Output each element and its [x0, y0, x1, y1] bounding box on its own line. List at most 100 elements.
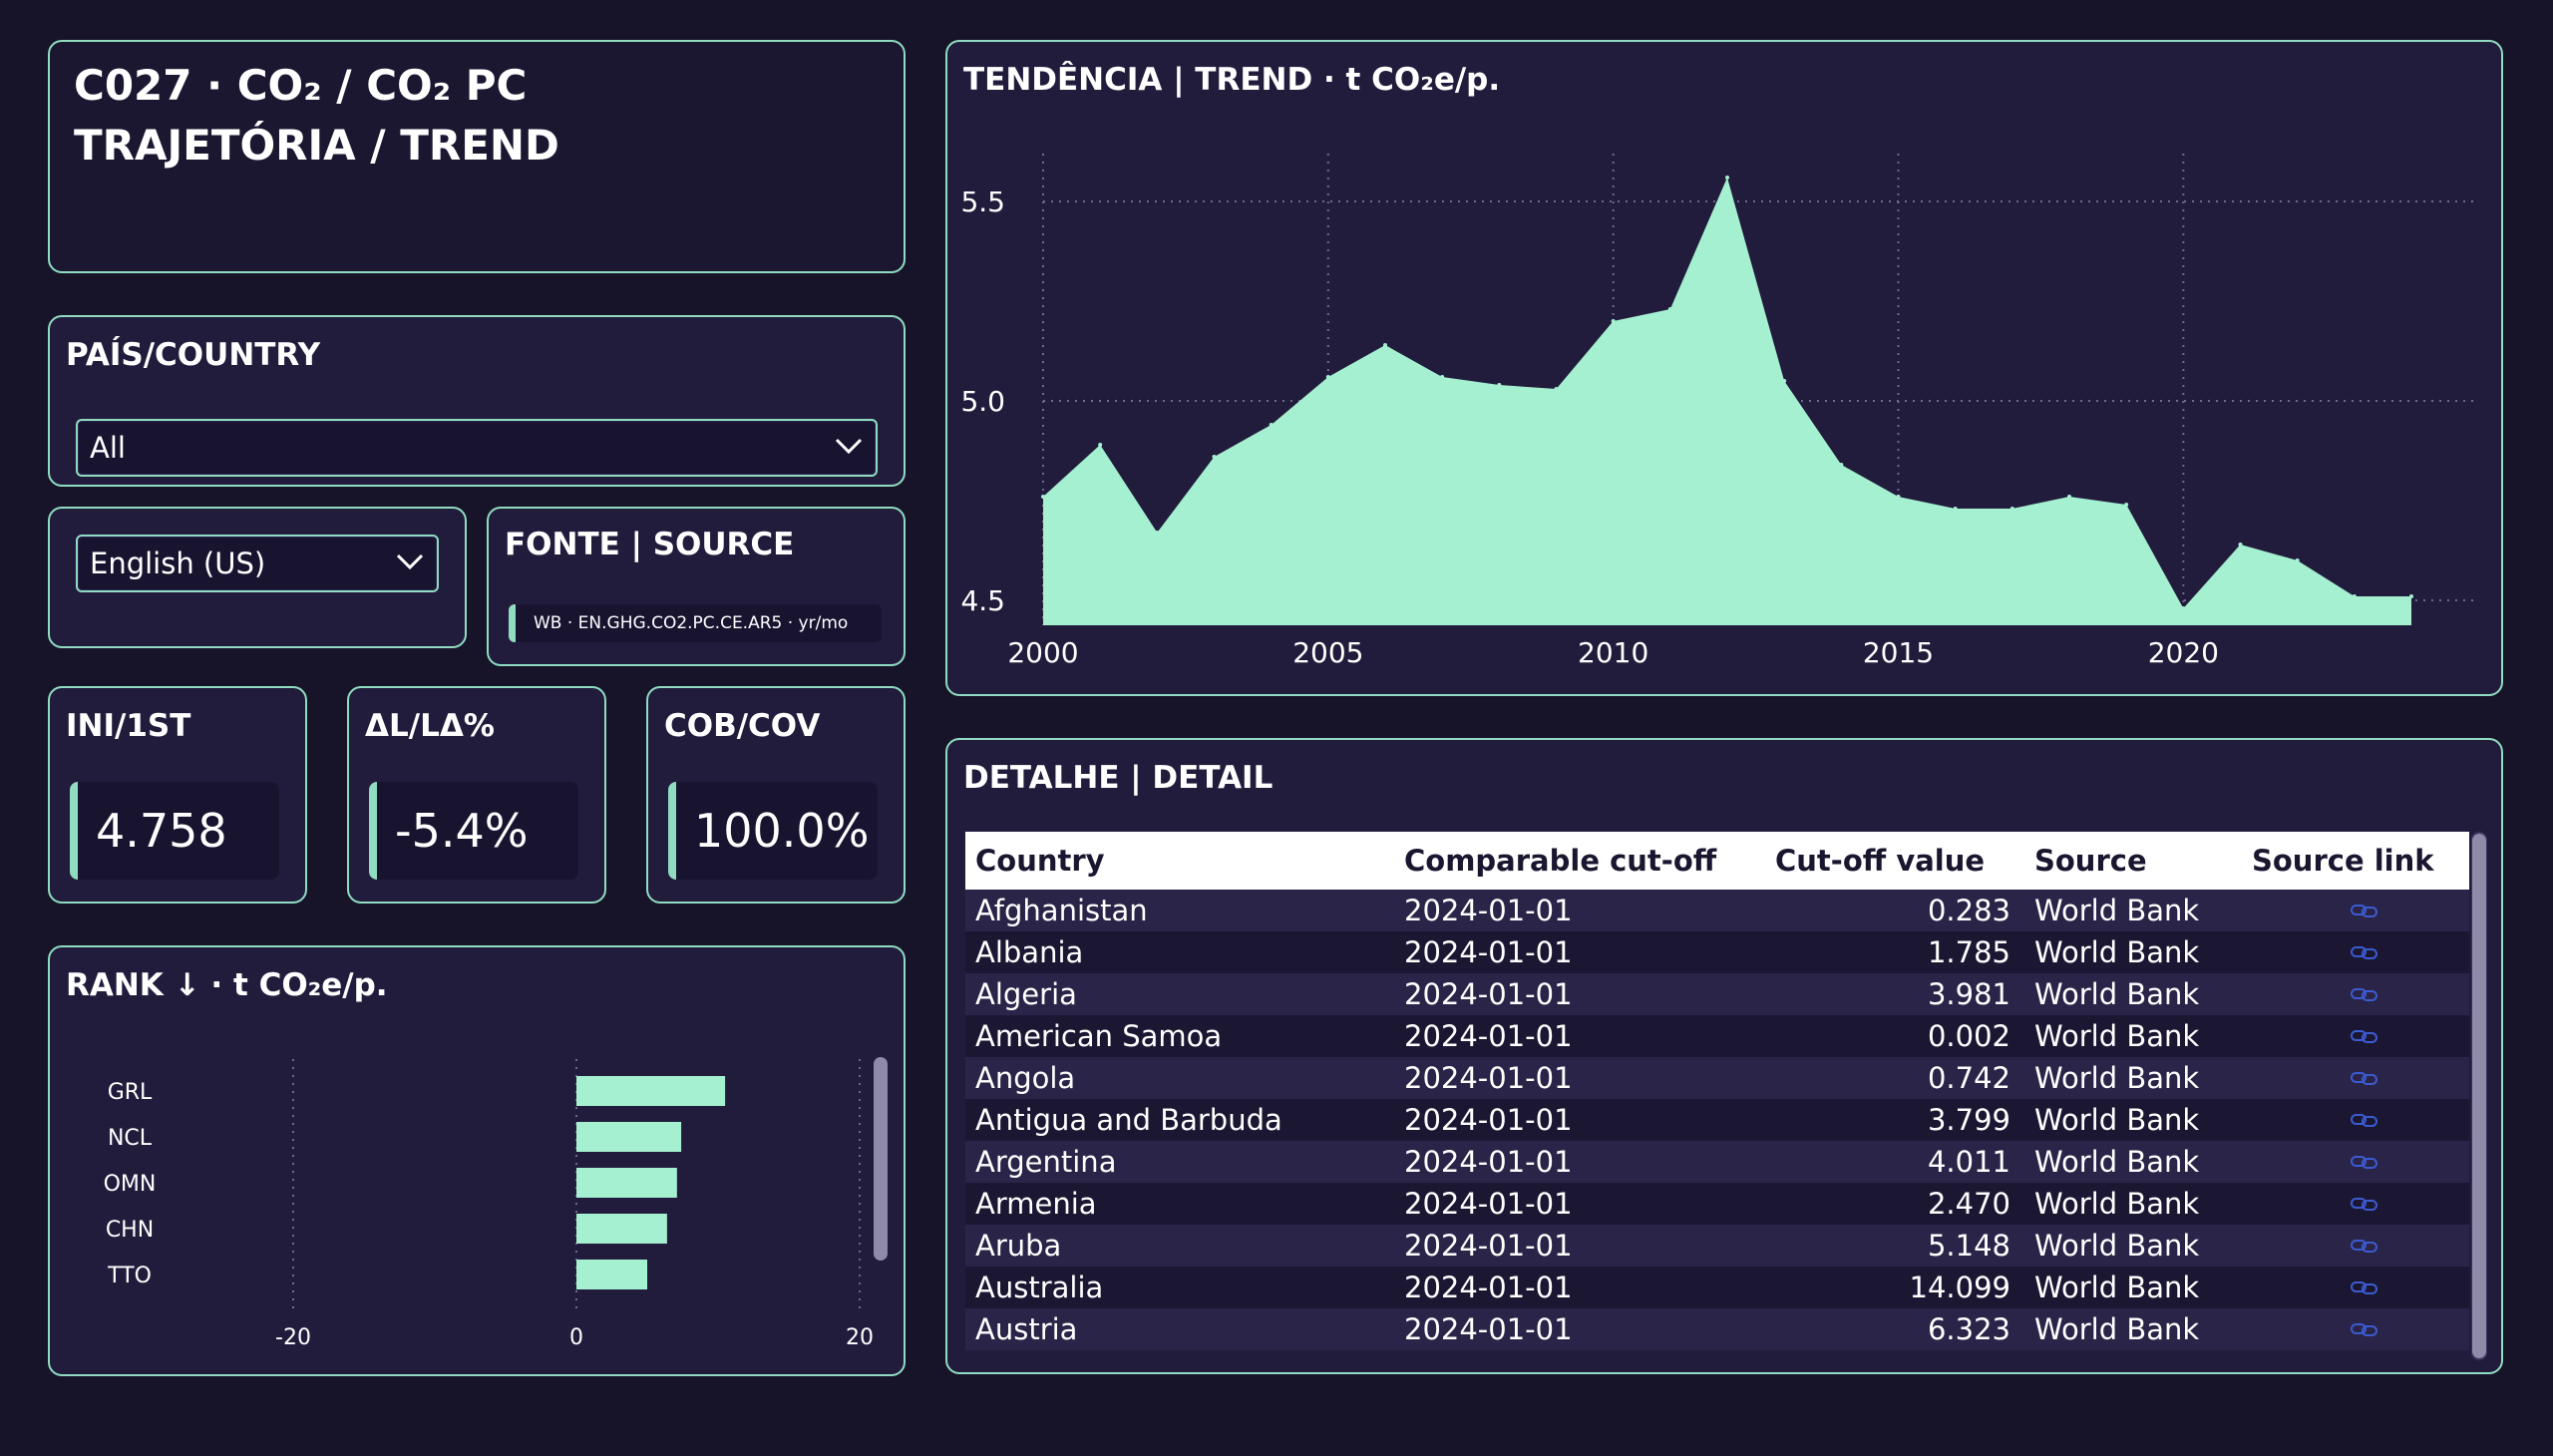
trend-point[interactable]	[1269, 423, 1274, 427]
country-dropdown-value: All	[90, 431, 126, 465]
trend-point[interactable]	[1953, 507, 1958, 511]
detail-title: DETALHE | DETAIL	[963, 760, 1274, 796]
trend-area	[1043, 178, 2411, 625]
trend-point[interactable]	[2181, 606, 2186, 610]
table-row[interactable]: Angola 2024-01-01 0.742 World Bank	[965, 1057, 2469, 1099]
detail-table: Country Comparable cut-off Cut-off value…	[965, 832, 2469, 1360]
rank-chart: -20 0 20 GRL NCL OMN CHN TTO	[104, 1059, 874, 1350]
kpi-first-label: INI/1ST	[66, 708, 191, 744]
link-icon[interactable]	[2350, 935, 2379, 969]
country-dropdown[interactable]: All	[76, 419, 878, 477]
col-country[interactable]: Country	[975, 844, 1105, 878]
table-row[interactable]: Australia 2024-01-01 14.099 World Bank	[965, 1267, 2469, 1308]
source-value-pill: WB · EN.GHG.CO2.PC.CE.AR5 · yr/mo	[509, 604, 882, 642]
kpi-delta-value: -5.4%	[395, 804, 529, 858]
link-icon[interactable]	[2350, 1103, 2379, 1137]
cell-cutoff-value: 3.799	[1927, 1103, 2010, 1137]
rank-bar[interactable]	[576, 1168, 677, 1198]
trend-point[interactable]	[2238, 543, 2243, 546]
table-scrollbar[interactable]	[2471, 832, 2487, 1360]
trend-card: TENDÊNCIA | TREND · t CO₂e/p. 4.5 5.0 5.5 2…	[945, 40, 2503, 696]
table-row[interactable]: Aruba 2024-01-01 5.148 World Bank	[965, 1225, 2469, 1267]
trend-point[interactable]	[2124, 503, 2129, 507]
col-source[interactable]: Source	[2034, 844, 2147, 878]
trend-point[interactable]	[1155, 531, 1160, 535]
link-icon[interactable]	[2350, 1312, 2379, 1346]
trend-point[interactable]	[1383, 343, 1387, 347]
link-icon[interactable]	[2350, 1229, 2379, 1263]
table-row[interactable]: Austria 2024-01-01 6.323 World Bank	[965, 1308, 2469, 1350]
link-icon[interactable]	[2350, 1061, 2379, 1095]
cell-cutoff-value: 0.283	[1927, 894, 2010, 927]
kpi-card-coverage: COB/COV 100.0%	[646, 686, 906, 904]
cell-cutoff: 2024-01-01	[1404, 894, 1573, 927]
chevron-down-icon	[395, 551, 425, 575]
trend-point[interactable]	[1839, 463, 1844, 467]
cell-source: World Bank	[2034, 1145, 2200, 1179]
link-icon[interactable]	[2350, 977, 2379, 1011]
cell-source: World Bank	[2034, 1312, 2200, 1346]
table-scrollbar-thumb[interactable]	[2472, 834, 2486, 1358]
cell-cutoff-value: 4.011	[1927, 1145, 2010, 1179]
trend-point[interactable]	[2295, 558, 2300, 562]
cell-cutoff: 2024-01-01	[1404, 1019, 1573, 1053]
table-row[interactable]: American Samoa 2024-01-01 0.002 World Bank	[965, 1015, 2469, 1057]
kpi-card-first: INI/1ST 4.758	[48, 686, 307, 904]
rank-category-label: GRL	[108, 1080, 153, 1105]
cell-country: Armenia	[975, 1187, 1097, 1221]
trend-title: TENDÊNCIA | TREND · t CO₂e/p.	[963, 62, 1501, 98]
cell-cutoff-value: 14.099	[1909, 1271, 2010, 1304]
cell-cutoff-value: 2.470	[1927, 1187, 2010, 1221]
trend-point[interactable]	[1440, 375, 1445, 379]
link-icon[interactable]	[2350, 1271, 2379, 1304]
link-icon[interactable]	[2350, 1187, 2379, 1221]
trend-point[interactable]	[1554, 387, 1559, 391]
table-row[interactable]: Afghanistan 2024-01-01 0.283 World Bank	[965, 890, 2469, 931]
trend-point[interactable]	[1098, 443, 1103, 447]
col-source-link[interactable]: Source link	[2252, 844, 2434, 878]
col-cutoff-value[interactable]: Cut-off value	[1775, 844, 1986, 878]
cell-cutoff: 2024-01-01	[1404, 1271, 1573, 1304]
table-row[interactable]: Antigua and Barbuda 2024-01-01 3.799 World …	[965, 1099, 2469, 1141]
kpi-coverage-box: 100.0%	[668, 782, 878, 880]
trend-point[interactable]	[1497, 383, 1502, 387]
link-icon[interactable]	[2350, 1019, 2379, 1053]
trend-xtick-label: 2020	[2148, 636, 2219, 669]
rank-category-label: CHN	[106, 1218, 154, 1243]
trend-xtick-label: 2005	[1292, 636, 1363, 669]
trend-point[interactable]	[1611, 319, 1616, 323]
trend-ytick-label: 5.0	[960, 385, 1005, 418]
table-row[interactable]: Albania 2024-01-01 1.785 World Bank	[965, 931, 2469, 973]
rank-bar[interactable]	[576, 1214, 667, 1244]
table-row[interactable]: Armenia 2024-01-01 2.470 World Bank	[965, 1183, 2469, 1225]
trend-point[interactable]	[2352, 594, 2357, 598]
cell-country: Angola	[975, 1061, 1076, 1095]
trend-point[interactable]	[1667, 307, 1672, 311]
cell-country: Afghanistan	[975, 894, 1148, 927]
trend-point[interactable]	[1896, 495, 1901, 499]
trend-point[interactable]	[2067, 495, 2071, 499]
table-row[interactable]: Algeria 2024-01-01 3.981 World Bank	[965, 973, 2469, 1015]
trend-point[interactable]	[2009, 507, 2014, 511]
cell-source: World Bank	[2034, 1019, 2200, 1053]
language-dropdown[interactable]: English (US)	[76, 535, 439, 592]
rank-bar[interactable]	[576, 1260, 647, 1289]
table-row[interactable]: Argentina 2024-01-01 4.011 World Bank	[965, 1141, 2469, 1183]
trend-point[interactable]	[1212, 455, 1217, 459]
cell-country: Antigua and Barbuda	[975, 1103, 1282, 1137]
rank-scrollbar[interactable]	[874, 1057, 888, 1261]
link-icon[interactable]	[2350, 894, 2379, 927]
rank-xtick-label: 0	[569, 1325, 583, 1350]
trend-point[interactable]	[2409, 594, 2413, 598]
trend-point[interactable]	[1041, 495, 1045, 499]
chevron-down-icon	[834, 436, 864, 460]
col-cutoff[interactable]: Comparable cut-off	[1404, 844, 1717, 878]
trend-point[interactable]	[1725, 176, 1729, 180]
cell-source: World Bank	[2034, 1229, 2200, 1263]
rank-bar[interactable]	[576, 1076, 726, 1106]
rank-bar[interactable]	[576, 1122, 682, 1152]
trend-point[interactable]	[1325, 375, 1330, 379]
link-icon[interactable]	[2350, 1145, 2379, 1179]
trend-point[interactable]	[1782, 379, 1787, 383]
kpi-coverage-value: 100.0%	[694, 804, 870, 858]
